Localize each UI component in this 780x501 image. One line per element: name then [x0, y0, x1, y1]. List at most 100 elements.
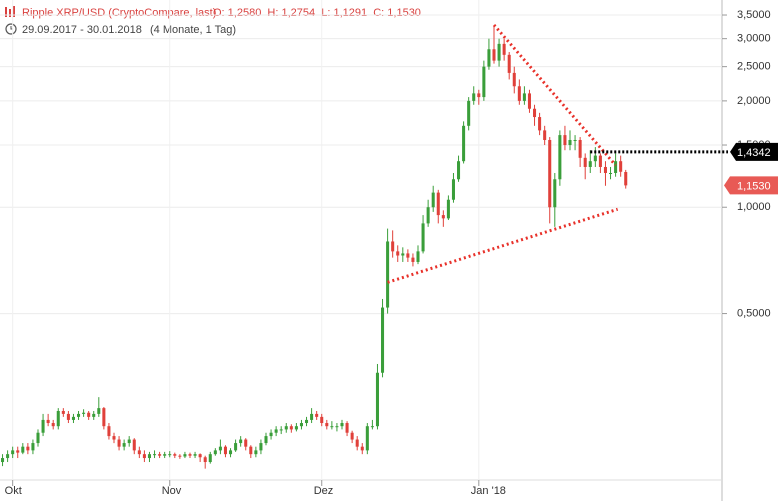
- candle-body: [315, 413, 319, 417]
- candle-body: [213, 450, 217, 455]
- candle-body: [355, 439, 359, 447]
- instrument-title: Ripple XRP/USD (CryptoCompare, last): [22, 7, 216, 19]
- candle-body: [451, 179, 455, 200]
- candle-body: [41, 419, 45, 433]
- candle-body: [391, 241, 395, 252]
- candle-body: [340, 423, 344, 427]
- candle-body: [188, 454, 192, 456]
- candle-body: [472, 93, 476, 101]
- candle-body: [335, 426, 339, 428]
- candle-body: [330, 426, 334, 428]
- candle-body: [294, 426, 298, 430]
- candle-body: [305, 419, 309, 424]
- candle-body: [492, 49, 496, 61]
- candle-body: [51, 423, 55, 427]
- candle-body: [46, 419, 50, 424]
- y-tick-label: 1,0000: [737, 201, 771, 213]
- y-tick-label: 3,5000: [737, 9, 771, 21]
- level-box: [730, 142, 778, 161]
- candle-body: [375, 372, 379, 427]
- candle-body: [299, 423, 303, 427]
- x-tick-label: Nov: [162, 485, 182, 497]
- candle-body: [431, 192, 435, 208]
- candle-body: [482, 66, 486, 98]
- candle-body: [583, 157, 587, 167]
- candle-body: [441, 215, 445, 219]
- candle-body: [462, 125, 466, 162]
- candle-body: [107, 426, 111, 437]
- x-tick-label: Okt: [5, 485, 22, 497]
- candle-body: [234, 443, 238, 451]
- candle-body: [112, 436, 116, 440]
- candle-body: [183, 454, 187, 457]
- candle-body: [598, 155, 602, 167]
- candle-body: [274, 429, 278, 433]
- y-tick-label: 2,0000: [737, 95, 771, 107]
- candle-body: [502, 43, 506, 55]
- candle-body: [92, 413, 96, 417]
- candle-body: [239, 439, 243, 444]
- candle-body: [401, 253, 405, 256]
- candle-body: [325, 423, 329, 427]
- candle-body: [147, 454, 151, 459]
- candle-body: [21, 446, 25, 453]
- candle-body: [370, 426, 374, 428]
- candle-body: [254, 450, 258, 455]
- candle-body: [198, 454, 202, 458]
- candle-body: [477, 93, 481, 98]
- candle-body: [533, 108, 537, 118]
- candle-body: [624, 172, 628, 186]
- candle-body: [578, 139, 582, 158]
- candle-body: [71, 416, 75, 420]
- candle-body: [36, 432, 40, 444]
- candle-body: [1, 458, 5, 463]
- candle-body: [411, 257, 415, 262]
- candle-body: [6, 454, 10, 459]
- candle-body: [543, 130, 547, 140]
- candle-body: [249, 446, 253, 455]
- candle-body: [284, 426, 288, 430]
- candle-body: [279, 429, 283, 431]
- trend-line: [492, 23, 617, 167]
- candle-body: [11, 450, 15, 455]
- candle-body: [16, 450, 20, 453]
- candle-body: [66, 413, 70, 420]
- candle-body: [345, 423, 349, 433]
- candle-body: [264, 436, 268, 444]
- candle-body: [178, 455, 182, 457]
- candle-body: [97, 408, 101, 414]
- candle-body: [117, 439, 121, 447]
- candle-body: [522, 93, 526, 101]
- candle-body: [553, 179, 557, 208]
- candle-body: [132, 439, 136, 451]
- candle-body: [26, 446, 30, 451]
- candle-body: [614, 161, 618, 173]
- candle-body: [406, 253, 410, 258]
- candle-body: [446, 199, 450, 219]
- candle-body: [593, 155, 597, 162]
- clock-icon: [5, 23, 17, 35]
- candle-body: [269, 432, 273, 437]
- candle-body: [223, 446, 227, 455]
- date-range: 29.09.2017 - 30.01.2018: [22, 24, 142, 36]
- candle-body: [289, 426, 293, 430]
- x-tick-label: Jan '18: [471, 485, 506, 497]
- candle-body: [467, 100, 471, 126]
- candle-body: [61, 410, 65, 414]
- candle-body: [127, 439, 131, 444]
- candle-body: [619, 161, 623, 172]
- candle-body: [548, 139, 552, 208]
- candle-body: [153, 454, 157, 456]
- candle-body: [588, 161, 592, 167]
- candle-body: [538, 117, 542, 131]
- candle-body: [229, 450, 233, 455]
- candle-body: [173, 454, 177, 456]
- candle-body: [208, 454, 212, 463]
- y-tick-label: 2,5000: [737, 61, 771, 73]
- y-tick-label: 3,0000: [737, 33, 771, 45]
- level-label: 1,4342: [737, 147, 771, 159]
- candle-body: [168, 454, 172, 456]
- candle-body: [31, 443, 35, 451]
- candle-body: [56, 410, 60, 427]
- candle-body: [421, 223, 425, 252]
